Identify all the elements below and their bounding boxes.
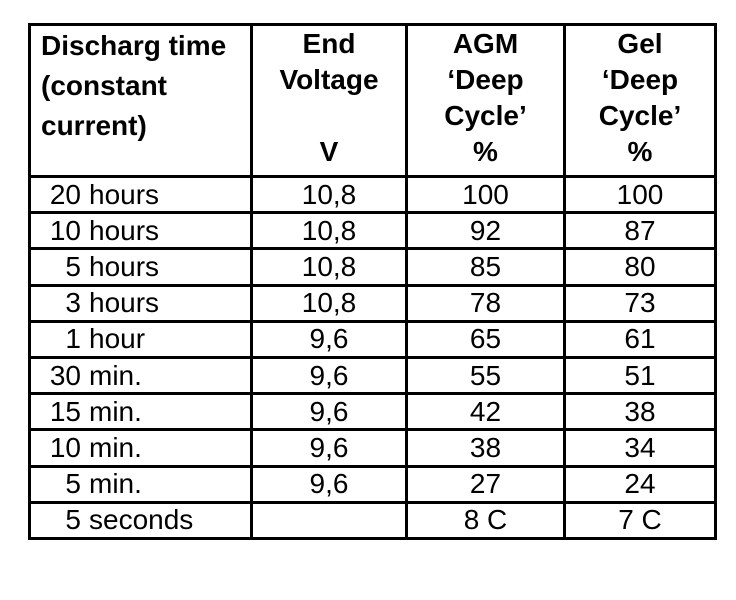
header-line: % (627, 136, 653, 167)
header-cell-end-voltage: End Voltage V (250, 23, 408, 178)
cell-agm: 42 (405, 392, 566, 432)
time-number: 5 (65, 250, 81, 282)
header-line (255, 98, 404, 134)
cell-time: 3 hours (28, 283, 253, 323)
time-number: 5 (65, 504, 81, 536)
cell-voltage: 9,6 (250, 464, 408, 504)
cell-gel: 100 (563, 174, 717, 215)
header-row: Discharg time (constant current) End Vol… (28, 23, 717, 178)
cell-gel: 24 (563, 464, 717, 504)
cell-voltage: 9,6 (250, 319, 408, 359)
table-row: 10 hours 10,8 92 87 (28, 211, 717, 251)
header-line: ‘Deep (447, 64, 524, 95)
cell-agm: 78 (405, 283, 566, 323)
time-unit: min. (89, 395, 142, 427)
cell-voltage: 10,8 (250, 211, 408, 251)
header-line: Gel (617, 28, 663, 59)
cell-gel: 73 (563, 283, 717, 323)
cell-voltage: 9,6 (250, 355, 408, 396)
table-row: 15 min. 9,6 42 38 (28, 392, 717, 432)
header-cell-gel: Gel ‘Deep Cycle’ % (563, 23, 717, 178)
cell-time: 5 min. (28, 464, 253, 504)
cell-time: 10 min. (28, 428, 253, 468)
time-unit: hours (89, 214, 160, 246)
cell-voltage: 9,6 (250, 392, 408, 432)
cell-gel: 7 C (563, 500, 717, 540)
cell-voltage: 10,8 (250, 174, 408, 215)
cell-time: 15 min. (28, 392, 253, 432)
cell-agm: 8 C (405, 500, 566, 540)
cell-gel: 61 (563, 319, 717, 359)
header-line: Cycle’ (444, 100, 527, 131)
header-line: V (319, 136, 339, 167)
header-line: ‘Deep (601, 64, 679, 95)
cell-time: 1 hour (28, 319, 253, 359)
cell-agm: 38 (405, 428, 566, 468)
time-number: 30 (49, 359, 81, 391)
header-line: End (302, 28, 356, 59)
cell-agm: 92 (405, 211, 566, 251)
cell-gel: 80 (563, 247, 717, 287)
time-unit: seconds (89, 504, 194, 536)
table-row: 3 hours 10,8 78 73 (28, 283, 717, 323)
time-unit: hours (89, 178, 160, 210)
time-number: 1 (65, 323, 81, 355)
cell-time: 30 min. (28, 355, 253, 396)
header-line: Voltage (279, 64, 379, 95)
cell-agm: 100 (405, 174, 566, 215)
table-row: 5 seconds 8 C 7 C (28, 500, 717, 540)
header-line: AGM (452, 28, 519, 59)
cell-gel: 38 (563, 392, 717, 432)
cell-voltage: 9,6 (250, 428, 408, 468)
cell-voltage (250, 500, 408, 540)
time-unit: hour (89, 323, 146, 355)
cell-gel: 51 (563, 355, 717, 396)
header-line: Cycle’ (598, 100, 682, 131)
cell-voltage: 10,8 (250, 283, 408, 323)
table-row: 5 hours 10,8 85 80 (28, 247, 717, 287)
cell-agm: 85 (405, 247, 566, 287)
battery-discharge-table: Discharg time (constant current) End Vol… (28, 23, 717, 540)
cell-gel: 87 (563, 211, 717, 251)
header-line: % (473, 136, 498, 167)
time-unit: min. (89, 468, 142, 500)
cell-voltage: 10,8 (250, 247, 408, 287)
table-row: 10 min. 9,6 38 34 (28, 428, 717, 468)
header-line: Discharg time (41, 30, 227, 61)
cell-agm: 65 (405, 319, 566, 359)
table-row: 30 min. 9,6 55 51 (28, 355, 717, 396)
time-unit: min. (89, 431, 142, 463)
header-line: current) (41, 110, 147, 141)
cell-agm: 55 (405, 355, 566, 396)
cell-gel: 34 (563, 428, 717, 468)
time-number: 20 (49, 178, 81, 210)
time-unit: hours (89, 250, 160, 282)
header-cell-discharge-time: Discharg time (constant current) (28, 23, 253, 178)
cell-time: 20 hours (28, 174, 253, 215)
cell-time: 10 hours (28, 211, 253, 251)
time-number: 15 (49, 395, 81, 427)
header-line: (constant (41, 70, 167, 101)
time-unit: min. (89, 359, 142, 391)
time-number: 5 (65, 468, 81, 500)
time-unit: hours (89, 287, 160, 319)
cell-time: 5 seconds (28, 500, 253, 540)
time-number: 10 (49, 214, 81, 246)
time-number: 10 (49, 431, 81, 463)
time-number: 3 (65, 287, 81, 319)
cell-agm: 27 (405, 464, 566, 504)
table-row: 1 hour 9,6 65 61 (28, 319, 717, 359)
cell-time: 5 hours (28, 247, 253, 287)
header-cell-agm: AGM ‘Deep Cycle’ % (405, 23, 566, 178)
table-row: 20 hours 10,8 100 100 (28, 174, 717, 215)
table-row: 5 min. 9,6 27 24 (28, 464, 717, 504)
